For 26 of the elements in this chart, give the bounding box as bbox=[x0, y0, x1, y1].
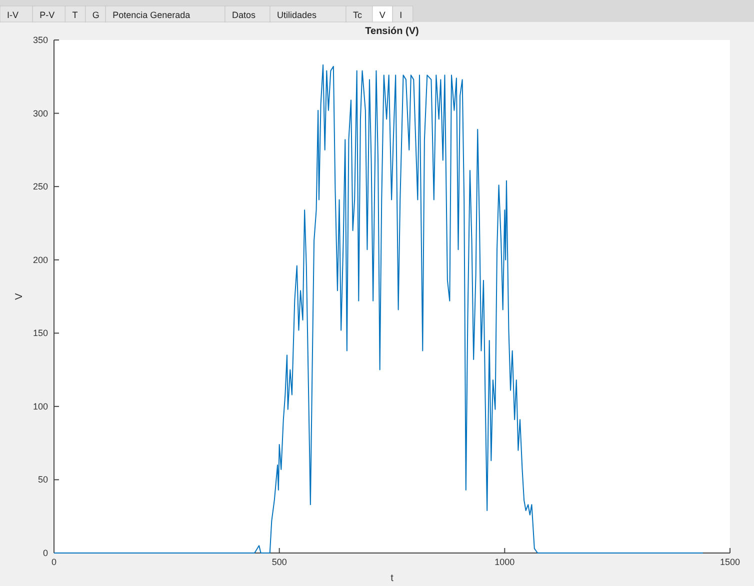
text: I-V bbox=[7, 10, 19, 20]
x-tick-label: 0 bbox=[51, 557, 57, 567]
y-tick-label: 350 bbox=[32, 35, 48, 45]
y-tick-label: 150 bbox=[32, 328, 48, 338]
chart-title: Tensión (V) bbox=[365, 26, 419, 37]
text: Utilidades bbox=[277, 10, 318, 20]
text: V bbox=[379, 10, 386, 20]
y-tick-label: 50 bbox=[38, 474, 48, 485]
text: T bbox=[72, 10, 78, 20]
x-tick-label: 1000 bbox=[494, 557, 515, 567]
text: Tc bbox=[353, 10, 362, 20]
y-tick-label: 0 bbox=[42, 548, 48, 558]
text: Datos bbox=[232, 10, 256, 20]
y-tick-label: 100 bbox=[32, 401, 48, 412]
x-tick-label: 500 bbox=[272, 557, 287, 567]
text: Potencia Generada bbox=[112, 10, 190, 20]
x-axis-title: t bbox=[390, 573, 394, 584]
y-tick-label: 250 bbox=[32, 182, 48, 192]
x-tick-label: 1500 bbox=[720, 557, 740, 567]
text: P-V bbox=[40, 10, 55, 20]
text: I bbox=[400, 10, 402, 20]
line-series bbox=[54, 64, 704, 554]
y-axis-title: V bbox=[14, 292, 25, 300]
y-tick-label: 300 bbox=[32, 108, 48, 118]
y-tick-label: 200 bbox=[32, 254, 48, 265]
text: G bbox=[92, 10, 100, 20]
